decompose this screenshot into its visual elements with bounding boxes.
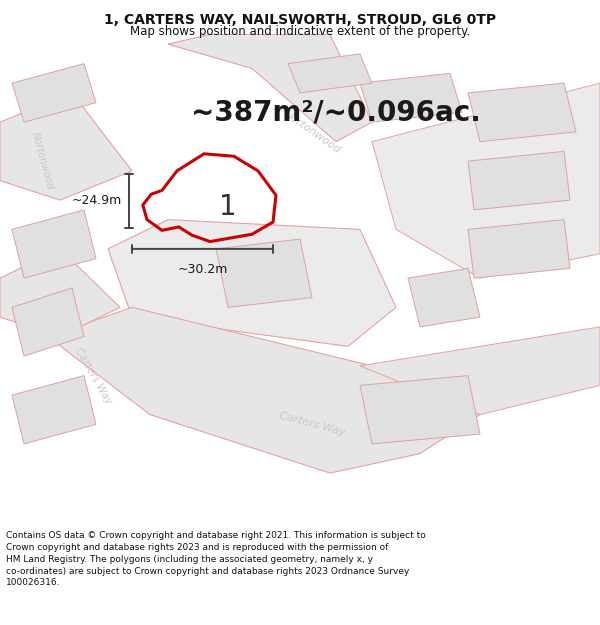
Polygon shape xyxy=(288,54,372,93)
Polygon shape xyxy=(0,93,132,200)
Text: 1: 1 xyxy=(219,194,237,221)
Polygon shape xyxy=(48,308,480,473)
Polygon shape xyxy=(468,83,576,142)
Text: ~387m²/~0.096ac.: ~387m²/~0.096ac. xyxy=(191,98,481,126)
Polygon shape xyxy=(168,34,372,142)
Text: ~24.9m: ~24.9m xyxy=(71,194,122,207)
Text: Contains OS data © Crown copyright and database right 2021. This information is : Contains OS data © Crown copyright and d… xyxy=(6,531,426,588)
Text: Map shows position and indicative extent of the property.: Map shows position and indicative extent… xyxy=(130,25,470,38)
Polygon shape xyxy=(12,210,96,278)
Polygon shape xyxy=(360,376,480,444)
Polygon shape xyxy=(468,219,570,278)
Text: Carters Way: Carters Way xyxy=(73,346,113,406)
Text: Nortonwood: Nortonwood xyxy=(29,131,55,191)
Polygon shape xyxy=(468,151,570,210)
Text: 1, CARTERS WAY, NAILSWORTH, STROUD, GL6 0TP: 1, CARTERS WAY, NAILSWORTH, STROUD, GL6 … xyxy=(104,13,496,27)
Polygon shape xyxy=(408,268,480,327)
Polygon shape xyxy=(12,64,96,122)
Polygon shape xyxy=(372,83,600,278)
Polygon shape xyxy=(216,239,312,308)
Text: Nortonwood: Nortonwood xyxy=(281,108,343,156)
Text: Carters Way: Carters Way xyxy=(278,411,346,438)
Polygon shape xyxy=(12,376,96,444)
Polygon shape xyxy=(108,219,396,346)
Polygon shape xyxy=(360,73,462,122)
Text: ~30.2m: ~30.2m xyxy=(178,262,227,276)
Polygon shape xyxy=(0,249,120,337)
Polygon shape xyxy=(360,327,600,414)
Polygon shape xyxy=(12,288,84,356)
